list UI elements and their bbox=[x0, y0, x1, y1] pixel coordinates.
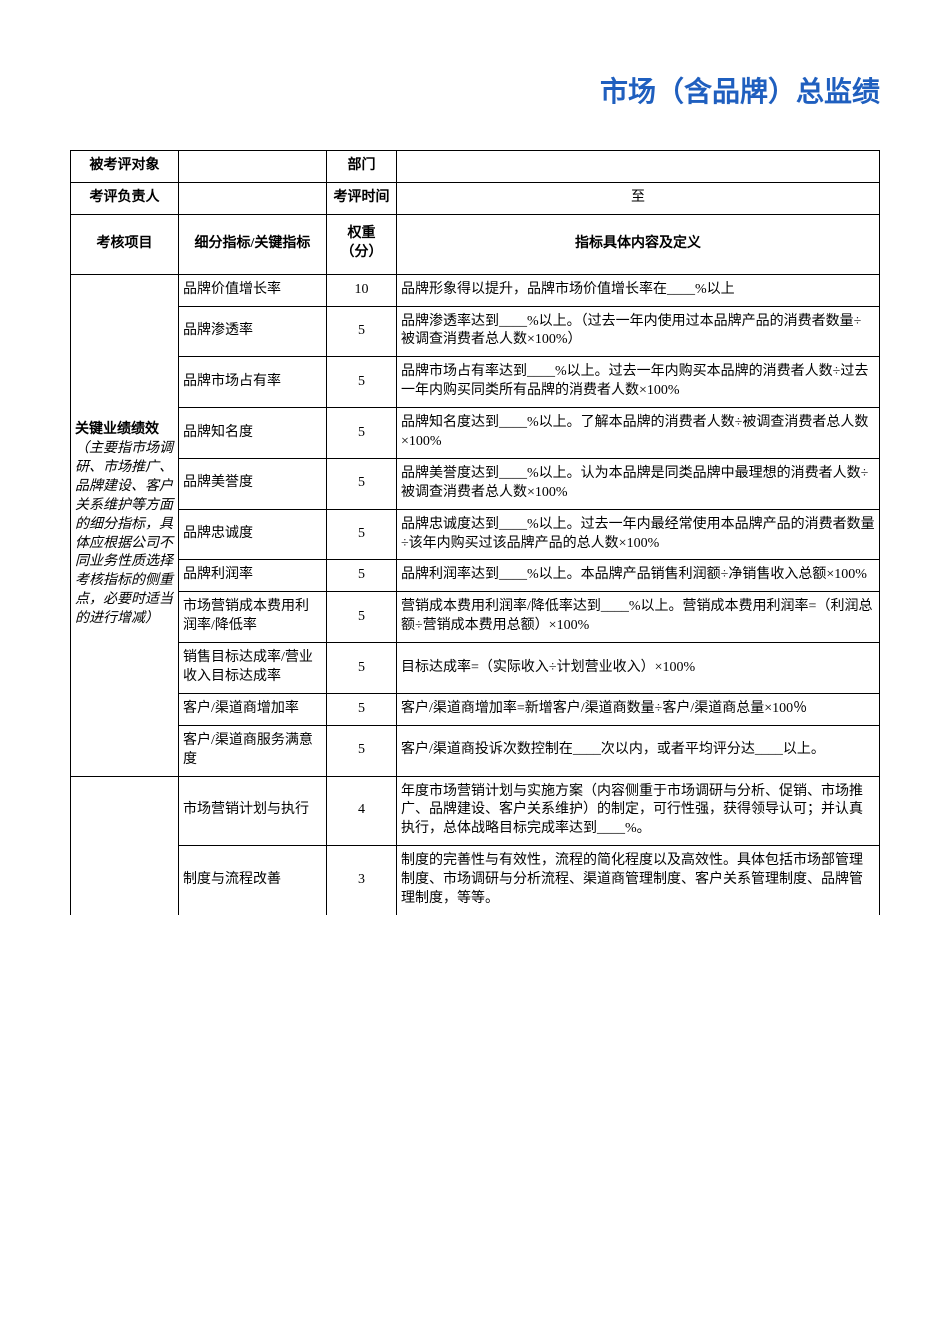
col-header-indicator: 细分指标/关键指标 bbox=[179, 214, 327, 274]
table-row: 客户/渠道商服务满意度 5 客户/渠道商投诉次数控制在____次以内，或者平均评… bbox=[71, 725, 880, 776]
weight-cell: 5 bbox=[327, 509, 397, 560]
table-row: 品牌市场占有率 5 品牌市场占有率达到____%以上。过去一年内购买本品牌的消费… bbox=[71, 357, 880, 408]
weight-cell: 5 bbox=[327, 592, 397, 643]
weight-cell: 5 bbox=[327, 560, 397, 592]
indicator-cell: 品牌忠诚度 bbox=[179, 509, 327, 560]
definition-cell: 制度的完善性与有效性，流程的简化程度以及高效性。具体包括市场部管理制度、市场调研… bbox=[397, 846, 880, 915]
indicator-cell: 销售目标达成率/营业收入目标达成率 bbox=[179, 643, 327, 694]
column-header-row: 考核项目 细分指标/关键指标 权重（分） 指标具体内容及定义 bbox=[71, 214, 880, 274]
definition-cell: 品牌美誉度达到____%以上。认为本品牌是同类品牌中最理想的消费者人数÷被调查消… bbox=[397, 458, 880, 509]
value-department bbox=[397, 151, 880, 183]
value-reviewer bbox=[179, 182, 327, 214]
document-page: 市场（含品牌）总监绩 被考评对象 部门 考评负责人 考评时间 至 考核项目 细分… bbox=[0, 0, 950, 915]
indicator-cell: 品牌利润率 bbox=[179, 560, 327, 592]
weight-cell: 5 bbox=[327, 408, 397, 459]
table-row: 品牌利润率 5 品牌利润率达到____%以上。本品牌产品销售利润额÷净销售收入总… bbox=[71, 560, 880, 592]
header-row-reviewer: 考评负责人 考评时间 至 bbox=[71, 182, 880, 214]
weight-cell: 4 bbox=[327, 776, 397, 846]
document-title: 市场（含品牌）总监绩 bbox=[70, 70, 880, 110]
value-time: 至 bbox=[397, 182, 880, 214]
weight-cell: 5 bbox=[327, 693, 397, 725]
table-row: 市场营销成本费用利润率/降低率 5 营销成本费用利润率/降低率达到____%以上… bbox=[71, 592, 880, 643]
table-row: 品牌知名度 5 品牌知名度达到____%以上。了解本品牌的消费者人数÷被调查消费… bbox=[71, 408, 880, 459]
section-label-empty bbox=[71, 776, 179, 915]
value-subject bbox=[179, 151, 327, 183]
table-row: 品牌忠诚度 5 品牌忠诚度达到____%以上。过去一年内最经常使用本品牌产品的消… bbox=[71, 509, 880, 560]
indicator-cell: 品牌市场占有率 bbox=[179, 357, 327, 408]
table-row: 关键业绩绩效（主要指市场调研、市场推广、品牌建设、客户关系维护等方面的细分指标，… bbox=[71, 274, 880, 306]
definition-cell: 客户/渠道商投诉次数控制在____次以内，或者平均评分达____以上。 bbox=[397, 725, 880, 776]
label-department: 部门 bbox=[327, 151, 397, 183]
definition-cell: 营销成本费用利润率/降低率达到____%以上。营销成本费用利润率=（利润总额÷营… bbox=[397, 592, 880, 643]
indicator-cell: 品牌知名度 bbox=[179, 408, 327, 459]
section-label-kpi: 关键业绩绩效 （主要指市场调研、市场推广、品牌建设、客户关系维护等方面的细分指标，… bbox=[71, 274, 179, 776]
definition-cell: 年度市场营销计划与实施方案（内容侧重于市场调研与分析、促销、市场推广、品牌建设、… bbox=[397, 776, 880, 846]
indicator-cell: 品牌美誉度 bbox=[179, 458, 327, 509]
indicator-cell: 品牌价值增长率 bbox=[179, 274, 327, 306]
indicator-cell: 制度与流程改善 bbox=[179, 846, 327, 915]
definition-cell: 目标达成率=（实际收入÷计划营业收入）×100% bbox=[397, 643, 880, 694]
weight-cell: 5 bbox=[327, 306, 397, 357]
label-time: 考评时间 bbox=[327, 182, 397, 214]
definition-cell: 品牌渗透率达到____%以上。（过去一年内使用过本品牌产品的消费者数量÷被调查消… bbox=[397, 306, 880, 357]
indicator-cell: 市场营销成本费用利润率/降低率 bbox=[179, 592, 327, 643]
weight-cell: 5 bbox=[327, 725, 397, 776]
evaluation-table: 被考评对象 部门 考评负责人 考评时间 至 考核项目 细分指标/关键指标 权重（… bbox=[70, 150, 880, 915]
weight-cell: 5 bbox=[327, 357, 397, 408]
indicator-cell: 品牌渗透率 bbox=[179, 306, 327, 357]
definition-cell: 品牌忠诚度达到____%以上。过去一年内最经常使用本品牌产品的消费者数量÷该年内… bbox=[397, 509, 880, 560]
definition-cell: 品牌形象得以提升，品牌市场价值增长率在____%以上 bbox=[397, 274, 880, 306]
weight-cell: 5 bbox=[327, 458, 397, 509]
indicator-cell: 市场营销计划与执行 bbox=[179, 776, 327, 846]
indicator-cell: 客户/渠道商增加率 bbox=[179, 693, 327, 725]
section-label-bold: 关键业绩绩效 bbox=[75, 422, 159, 437]
header-row-subject: 被考评对象 部门 bbox=[71, 151, 880, 183]
definition-cell: 品牌知名度达到____%以上。了解本品牌的消费者人数÷被调查消费者总人数×100… bbox=[397, 408, 880, 459]
section-label-note: （主要指市场调研、市场推广、品牌建设、客户关系维护等方面的细分指标，具体应根据公… bbox=[75, 441, 173, 626]
table-row: 客户/渠道商增加率 5 客户/渠道商增加率=新增客户/渠道商数量÷客户/渠道商总… bbox=[71, 693, 880, 725]
col-header-project: 考核项目 bbox=[71, 214, 179, 274]
table-row: 市场营销计划与执行 4 年度市场营销计划与实施方案（内容侧重于市场调研与分析、促… bbox=[71, 776, 880, 846]
weight-cell: 5 bbox=[327, 643, 397, 694]
table-row: 品牌美誉度 5 品牌美誉度达到____%以上。认为本品牌是同类品牌中最理想的消费… bbox=[71, 458, 880, 509]
label-subject: 被考评对象 bbox=[71, 151, 179, 183]
col-header-weight: 权重（分） bbox=[327, 214, 397, 274]
indicator-cell: 客户/渠道商服务满意度 bbox=[179, 725, 327, 776]
table-row: 品牌渗透率 5 品牌渗透率达到____%以上。（过去一年内使用过本品牌产品的消费… bbox=[71, 306, 880, 357]
table-row: 销售目标达成率/营业收入目标达成率 5 目标达成率=（实际收入÷计划营业收入）×… bbox=[71, 643, 880, 694]
col-header-definition: 指标具体内容及定义 bbox=[397, 214, 880, 274]
weight-cell: 10 bbox=[327, 274, 397, 306]
definition-cell: 客户/渠道商增加率=新增客户/渠道商数量÷客户/渠道商总量×100％ bbox=[397, 693, 880, 725]
label-reviewer: 考评负责人 bbox=[71, 182, 179, 214]
definition-cell: 品牌利润率达到____%以上。本品牌产品销售利润额÷净销售收入总额×100% bbox=[397, 560, 880, 592]
table-row: 制度与流程改善 3 制度的完善性与有效性，流程的简化程度以及高效性。具体包括市场… bbox=[71, 846, 880, 915]
definition-cell: 品牌市场占有率达到____%以上。过去一年内购买本品牌的消费者人数÷过去一年内购… bbox=[397, 357, 880, 408]
weight-cell: 3 bbox=[327, 846, 397, 915]
